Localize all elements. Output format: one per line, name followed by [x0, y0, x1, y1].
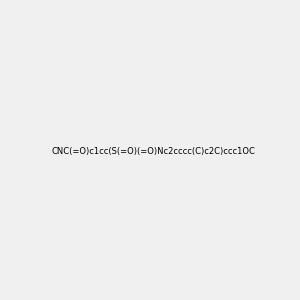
Text: CNC(=O)c1cc(S(=O)(=O)Nc2cccc(C)c2C)ccc1OC: CNC(=O)c1cc(S(=O)(=O)Nc2cccc(C)c2C)ccc1O… — [52, 147, 256, 156]
